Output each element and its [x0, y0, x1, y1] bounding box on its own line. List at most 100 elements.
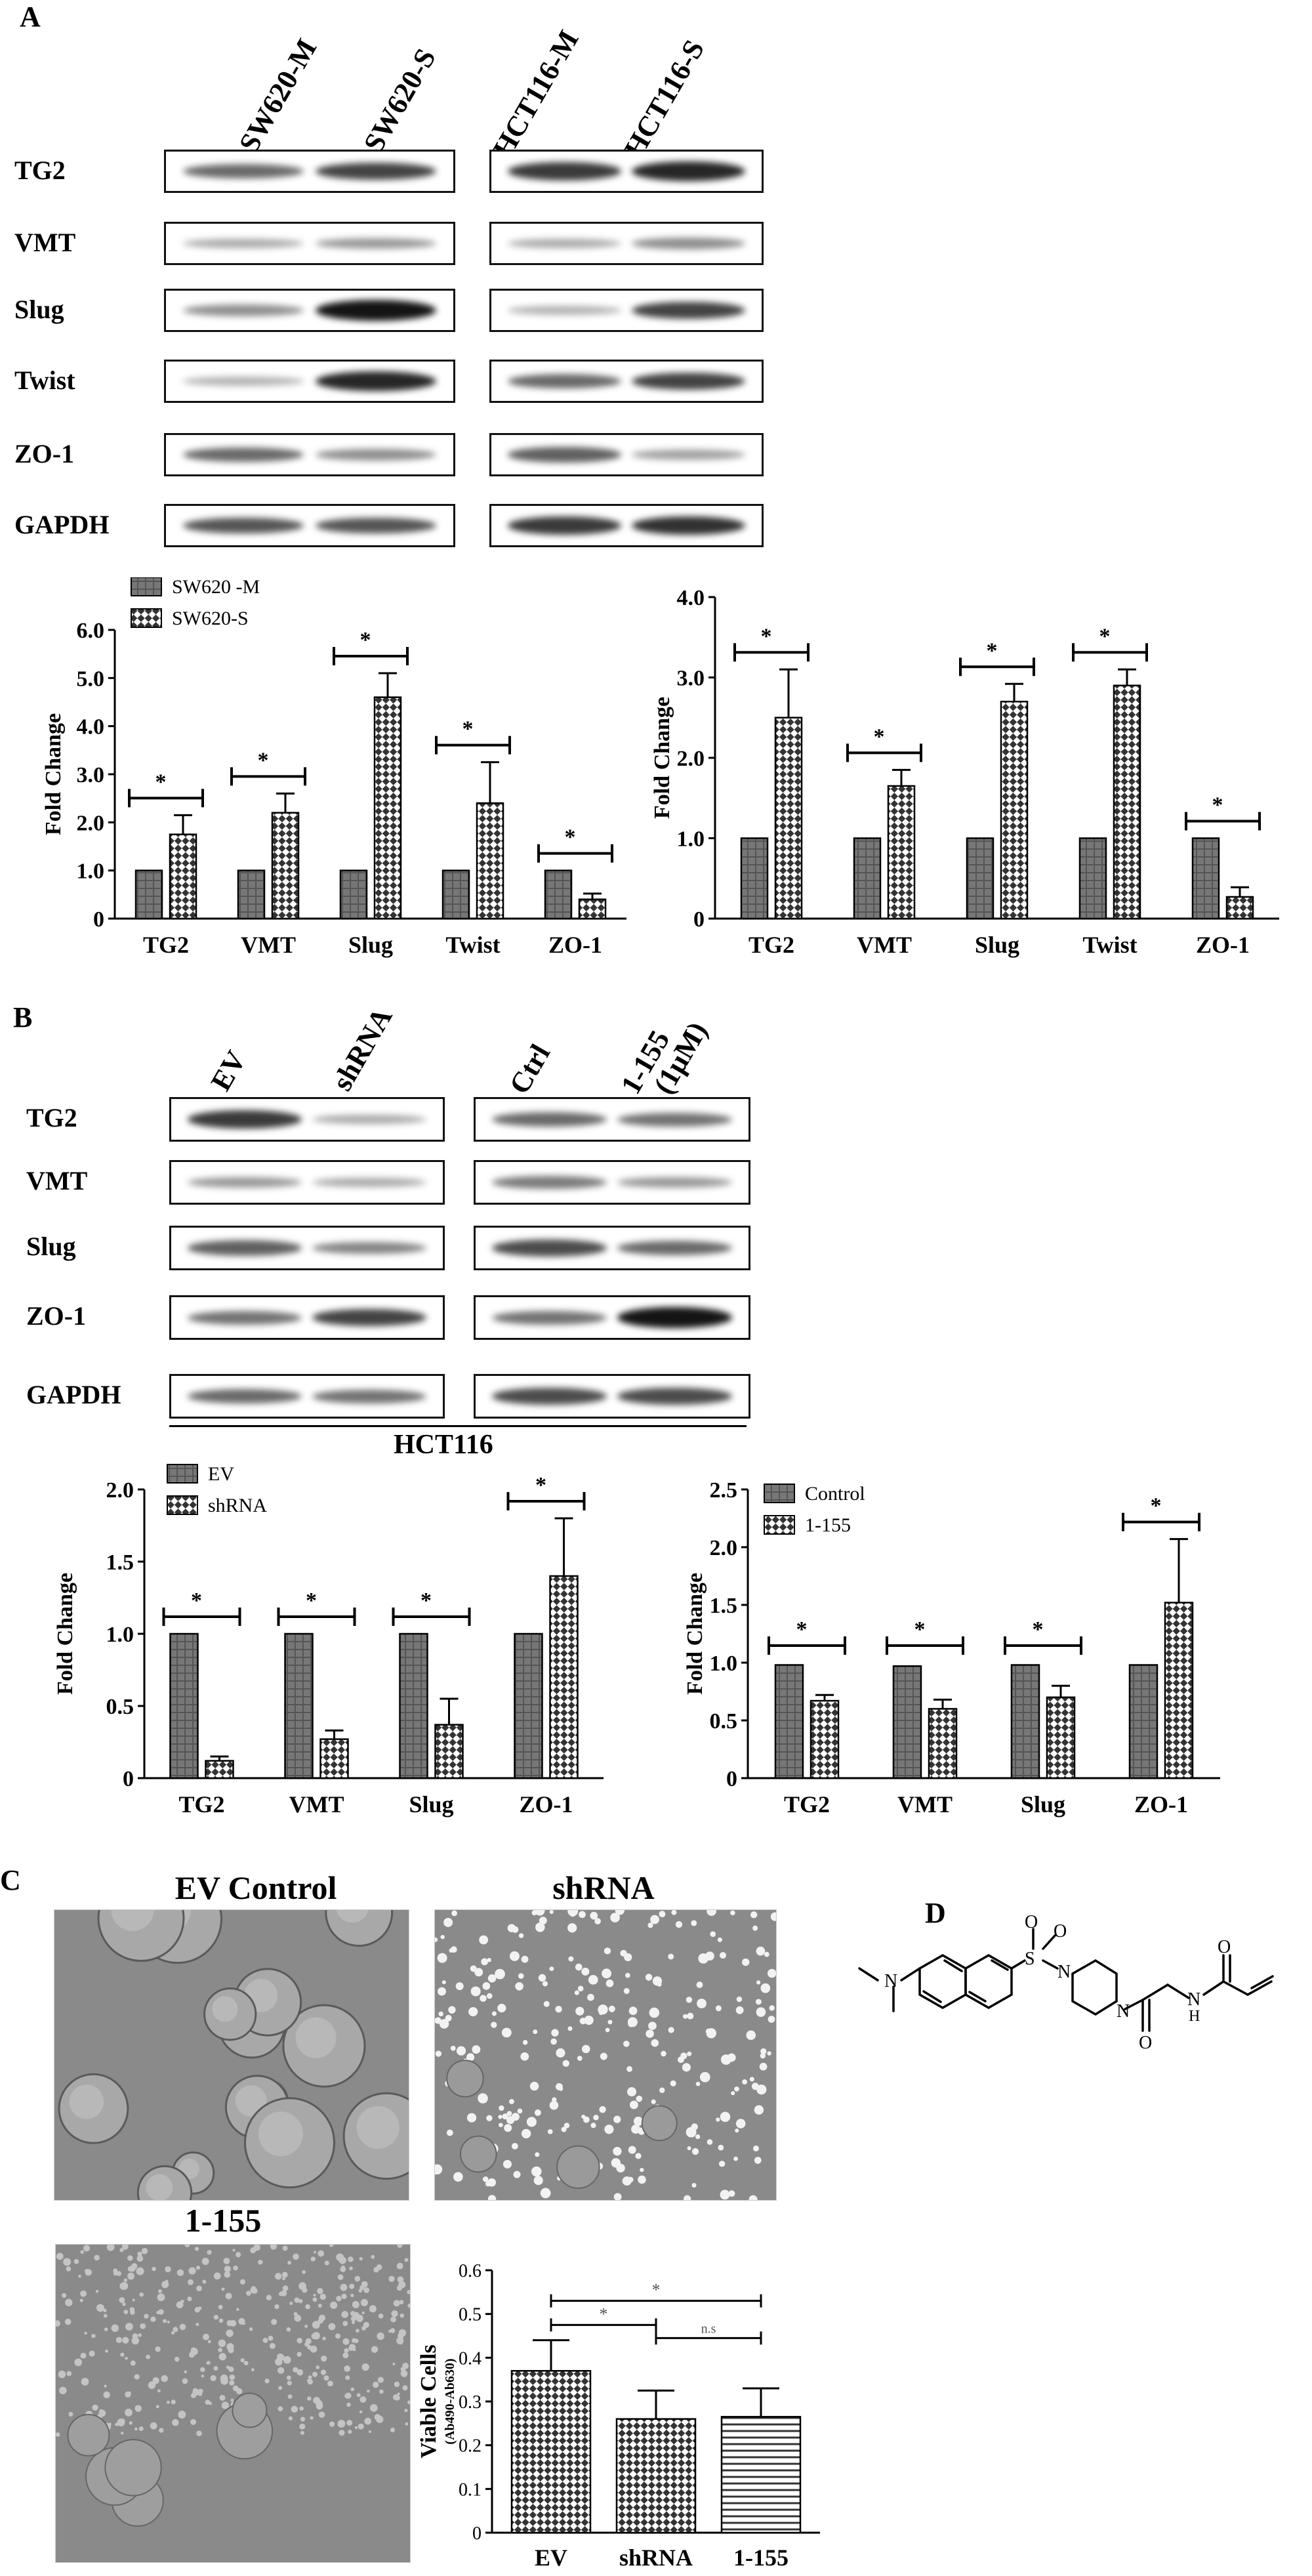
- single-cell: [575, 1963, 583, 1971]
- cell-dot: [341, 2311, 348, 2318]
- cell-dot: [166, 2400, 170, 2404]
- svg-text:H: H: [1189, 2008, 1200, 2025]
- cell-dot: [288, 2416, 293, 2420]
- blot-row-label-vmt: VMT: [14, 228, 76, 257]
- cell-dot: [56, 2320, 60, 2327]
- cell-dot: [225, 2293, 232, 2300]
- cell-dot: [269, 2342, 276, 2349]
- single-cell: [731, 2091, 735, 2096]
- blot-band: [312, 1114, 427, 1125]
- single-cell: [624, 1953, 632, 1962]
- cell-dot: [171, 2331, 175, 2335]
- cell-dot: [203, 2333, 209, 2340]
- single-cell: [691, 2148, 699, 2155]
- single-cell: [511, 2142, 518, 2150]
- cell-dot: [361, 2363, 369, 2371]
- single-cell: [752, 1925, 758, 1931]
- single-cell: [509, 2098, 514, 2104]
- cell-dot: [141, 2248, 148, 2254]
- blot-band: [632, 516, 746, 535]
- blot-row-label-gapdh: GAPDH: [26, 1380, 121, 1409]
- cell-dot: [320, 2369, 327, 2375]
- single-cell: [668, 1953, 674, 1960]
- blot-vmt-left: [164, 222, 455, 265]
- blot-row-label-slug: Slug: [26, 1232, 76, 1261]
- cell-dot: [178, 2411, 186, 2419]
- cell-dot: [78, 2274, 81, 2278]
- single-cell: [520, 2052, 529, 2061]
- single-cell: [495, 1968, 505, 1980]
- cell-dot: [119, 2419, 125, 2424]
- single-cell: [543, 2001, 550, 2007]
- svg-text:O: O: [1218, 1937, 1231, 1957]
- single-cell: [749, 2077, 754, 2082]
- cell-dot: [236, 2252, 241, 2258]
- single-cell: [502, 2159, 512, 2169]
- y-tick-label: 0: [123, 1767, 134, 1791]
- cell-dot: [195, 2322, 199, 2327]
- cell-dot: [388, 2275, 395, 2282]
- cell-dot: [213, 2314, 219, 2320]
- y-tick-label: 4.0: [77, 715, 105, 739]
- single-cell: [435, 2165, 440, 2174]
- single-cell: [767, 2051, 771, 2056]
- single-cell: [486, 1993, 493, 1999]
- y-tick-label: 0.5: [710, 1709, 738, 1734]
- cell-dot: [293, 2312, 298, 2317]
- single-cell: [485, 2181, 491, 2187]
- single-cell: [499, 2123, 503, 2127]
- bar: [810, 1699, 840, 1779]
- cell-dot: [279, 2356, 283, 2361]
- lane-label-hct116-m: HCT116-M: [486, 24, 585, 163]
- legend-swatch: [764, 1484, 795, 1503]
- cell-dot: [405, 2422, 409, 2426]
- cell-dot: [340, 2265, 346, 2270]
- cell-dot: [342, 2352, 349, 2359]
- single-cell: [613, 2115, 621, 2123]
- blot-band: [187, 1388, 302, 1404]
- single-cell: [678, 2056, 684, 2064]
- single-cell: [756, 1980, 761, 1985]
- significance-star: *: [191, 1589, 202, 1613]
- blot-slug-right: [474, 1226, 750, 1270]
- spheroid-highlight: [146, 2174, 173, 2200]
- single-cell: [531, 1910, 537, 1916]
- single-cell: [517, 2108, 523, 2114]
- blot-slug-left: [169, 1226, 445, 1270]
- blot-band: [183, 238, 304, 249]
- cell-dot: [218, 2304, 223, 2310]
- micrograph-shrna: [434, 1909, 777, 2201]
- y-tick-label: 5.0: [77, 667, 105, 691]
- single-cell: [695, 2081, 701, 2087]
- cell-dot: [120, 2352, 125, 2357]
- cell-dot: [127, 2391, 131, 2396]
- single-cell: [742, 1958, 750, 1966]
- panel-a-letter: A: [20, 1, 41, 33]
- x-tick-label: shRNA: [619, 2545, 693, 2571]
- single-cell: [486, 2115, 493, 2121]
- single-cell: [683, 2014, 688, 2019]
- cell-dot: [139, 2292, 144, 2297]
- single-cell: [521, 1955, 529, 1963]
- bar: [1010, 1664, 1040, 1779]
- single-cell: [446, 2129, 453, 2136]
- single-cell: [474, 1968, 483, 1977]
- single-cell: [715, 2005, 722, 2012]
- single-cell: [767, 1968, 776, 1978]
- blot-band: [617, 1388, 733, 1405]
- cell-dot: [348, 2256, 354, 2262]
- cell-dot: [402, 2385, 408, 2391]
- cell-dot: [188, 2267, 196, 2275]
- single-cell: [549, 1966, 554, 1972]
- single-cell: [453, 2172, 463, 2182]
- single-cell: [561, 2127, 567, 2132]
- single-cell: [470, 1965, 477, 1972]
- cell-dot: [163, 2319, 167, 2323]
- svg-text:N: N: [1187, 1989, 1200, 2010]
- y-tick-label: 2.0: [77, 811, 105, 835]
- cell-dot: [125, 2356, 128, 2360]
- single-cell: [750, 1911, 758, 1919]
- significance-star: *: [914, 1617, 926, 1642]
- blot-row-label-slug: Slug: [14, 295, 64, 324]
- x-tick-label: VMT: [241, 932, 296, 958]
